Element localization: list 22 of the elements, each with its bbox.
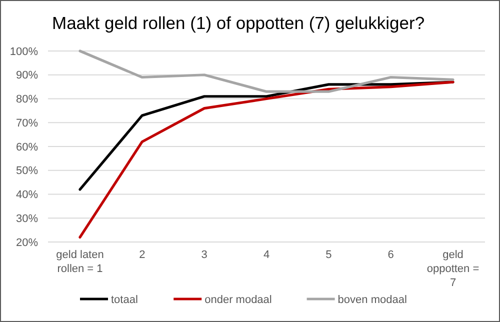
y-tick-label: 20% [16,236,38,249]
x-tick-label: 4 [263,249,270,261]
legend-label: totaal [111,294,138,306]
y-tick-label: 30% [16,212,38,225]
y-tick-label: 90% [16,70,38,82]
x-tick-label: 5 [326,249,332,261]
chart-title: Maakt geld rollen (1) of oppotten (7) gelukkiger? [52,13,425,33]
x-tick-label: 3 [201,249,208,261]
y-tick-label: 50% [16,165,38,178]
y-tick-label: 70% [16,117,38,130]
line-series [78,50,454,93]
y-tick-label: 80% [16,94,38,106]
x-tick-label: 6 [388,249,394,261]
y-tick-label: 40% [16,189,38,202]
y-tick-label: 100% [10,46,38,58]
x-tick-label: geld laten rollen = 1 [56,249,104,275]
y-tick-label: 60% [16,141,38,154]
legend-label: boven modaal [338,294,407,306]
x-tick-label: geld oppotten = 7 [426,249,480,289]
x-tick-label: 2 [139,249,146,261]
legend-label: onder modaal [204,294,272,306]
line-series [78,80,454,239]
